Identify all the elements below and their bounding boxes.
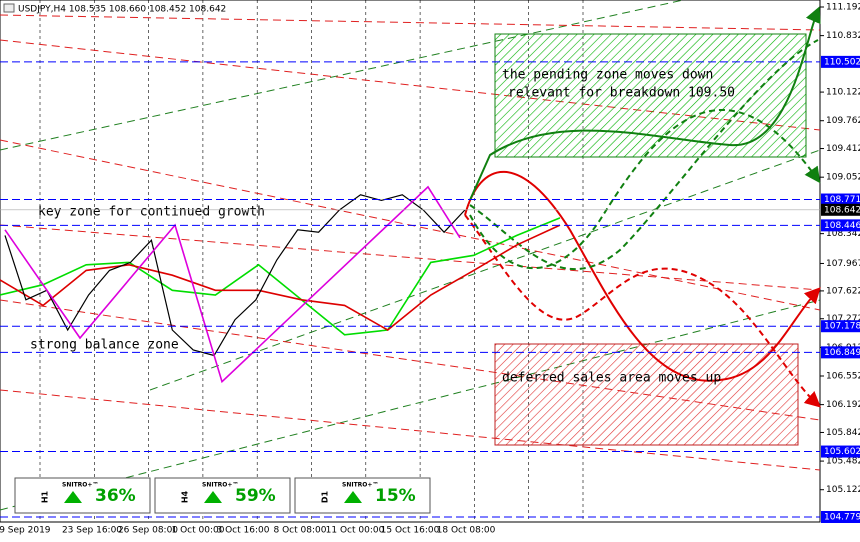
level-label-bg [821, 510, 860, 523]
cloud-line-b [0, 224, 561, 331]
level-label: 108.446 [824, 221, 860, 231]
level-label: 105.602 [824, 447, 860, 457]
panel-timeframe: H1 [41, 490, 50, 503]
y-tick-label: 106.552 [826, 371, 860, 381]
up-arrow [204, 491, 222, 503]
panel-percent: 36% [95, 486, 136, 506]
annotation: deferred sales area moves up [502, 371, 721, 386]
panel-timeframe: H4 [181, 490, 190, 503]
series-layer [0, 185, 561, 384]
x-tick-label: 19 Sep 2019 [0, 526, 51, 536]
symbol-icon [3, 3, 15, 13]
y-tick-label: 111.192 [826, 2, 860, 12]
panel-percent: 15% [375, 486, 416, 506]
panel-brand: SNITRO+™ [62, 482, 98, 489]
level-label-bg [821, 193, 860, 206]
x-tick-label: 8 Oct 08:00 [274, 526, 327, 536]
y-tick-label: 109.762 [826, 116, 860, 126]
y-tick-label: 105.842 [826, 428, 860, 438]
panel-brand: SNITRO+™ [342, 482, 378, 489]
cloud-line-a [0, 217, 561, 336]
price-line [4, 194, 466, 357]
level-label-bg [821, 219, 860, 232]
y-tick-label: 109.052 [826, 173, 860, 183]
level-label: 106.849 [824, 348, 860, 358]
current-price-bg [821, 203, 860, 216]
y-tick-label: 110.122 [826, 88, 860, 98]
level-label: 104.779 [824, 512, 860, 522]
panel-box [294, 477, 431, 514]
indicator-panel: D1 SNITRO+™ 15% [294, 477, 431, 514]
y-tick-label: 110.832 [826, 31, 860, 41]
y-tick-label: 109.412 [826, 144, 860, 154]
level-label: 110.502 [824, 57, 860, 67]
panel-timeframe: D1 [321, 490, 330, 503]
level-label-bg [821, 445, 860, 458]
up-arrow [344, 491, 362, 503]
y-tick-label: 108.342 [826, 229, 860, 239]
y-tick-label: 107.967 [826, 259, 860, 269]
panel-box [14, 477, 151, 514]
zigzag-line [4, 185, 461, 384]
x-tick-label: 11 Oct 00:00 [326, 526, 385, 536]
annotation: key zone for continued growth [38, 205, 265, 220]
sell-zone [494, 343, 799, 446]
x-tick-label: 26 Sep 08:00 [118, 526, 178, 536]
chart-title: USDJPY,H4 108.535 108.660 108.452 108.64… [18, 5, 226, 15]
indicator-panel: H4 SNITRO+™ 59% [154, 477, 291, 514]
level-label: 108.771 [824, 195, 860, 205]
annotation: strong balance zone [30, 338, 179, 353]
x-tick-label: 15 Oct 16:00 [381, 526, 440, 536]
y-tick-label: 105.122 [826, 485, 860, 495]
x-tick-label: 23 Sep 16:00 [62, 526, 122, 536]
y-tick-label: 107.622 [826, 286, 860, 296]
x-tick-label: 3 Oct 16:00 [217, 526, 270, 536]
indicator-panel: H1 SNITRO+™ 36% [14, 477, 151, 514]
y-tick-label: 107.272 [826, 314, 860, 324]
panel-box [154, 477, 291, 514]
buy-zone [494, 33, 807, 158]
level-label: 107.178 [824, 322, 860, 332]
panel-percent: 59% [235, 486, 276, 506]
y-tick-label: 105.482 [826, 457, 860, 467]
annotation: the pending zone moves down [502, 68, 713, 83]
x-tick-label: 18 Oct 08:00 [437, 526, 496, 536]
level-label-bg [821, 320, 860, 333]
up-arrow [64, 491, 82, 503]
level-label-bg [821, 55, 860, 68]
panel-brand: SNITRO+™ [202, 482, 238, 489]
annotation: relevant for breakdown 109.50 [508, 86, 735, 101]
current-price-label: 108.642 [824, 205, 860, 215]
level-label-bg [821, 346, 860, 359]
y-tick-label: 106.192 [826, 400, 860, 410]
x-tick-label: 1 Oct 00:00 [172, 526, 225, 536]
